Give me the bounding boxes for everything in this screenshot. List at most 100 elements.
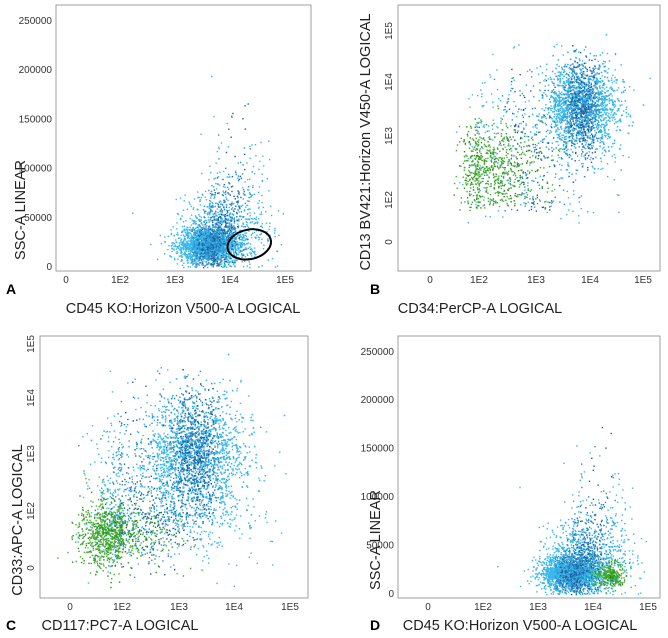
data-point [584, 133, 587, 135]
data-point [239, 238, 242, 241]
data-point [609, 137, 611, 139]
data-point [193, 229, 196, 231]
data-point [611, 95, 613, 97]
data-point [258, 237, 261, 239]
data-point [268, 140, 270, 142]
data-point [235, 230, 237, 232]
data-point [247, 208, 249, 211]
data-point [208, 250, 211, 252]
data-point [269, 205, 272, 207]
data-point [548, 84, 550, 86]
data-point [176, 250, 178, 253]
data-point [562, 54, 564, 56]
data-point [223, 261, 226, 263]
data-point [538, 100, 540, 102]
data-point [625, 111, 627, 114]
data-point [228, 258, 231, 260]
x-axis-label: CD45 KO:Horizon V500-A LOGICAL [66, 301, 301, 317]
data-point [213, 260, 215, 263]
data-point [218, 235, 221, 238]
data-point [199, 200, 201, 202]
data-point [226, 219, 229, 222]
data-point [203, 226, 205, 228]
data-point [234, 265, 236, 268]
data-point [177, 234, 179, 236]
data-point [571, 116, 573, 118]
data-point [172, 244, 174, 246]
data-point [213, 240, 215, 242]
data-point [198, 240, 201, 242]
data-point [259, 213, 261, 216]
data-point [573, 104, 576, 107]
data-point [231, 232, 234, 234]
data-point [203, 227, 205, 229]
data-point [199, 204, 202, 206]
data-point [221, 263, 223, 265]
data-point [564, 115, 566, 117]
data-point [181, 259, 183, 262]
data-point [227, 262, 230, 264]
data-point [579, 140, 581, 142]
data-point [179, 243, 181, 245]
data-point [216, 231, 218, 233]
data-point [132, 212, 134, 214]
data-point [560, 107, 562, 109]
data-point [200, 230, 202, 233]
data-point [216, 202, 219, 205]
data-point [599, 54, 601, 56]
data-point [174, 244, 176, 246]
data-point [544, 122, 546, 124]
data-point [590, 78, 592, 81]
data-point [227, 237, 229, 239]
data-point [266, 231, 268, 233]
data-point [215, 260, 217, 262]
data-point [568, 94, 571, 96]
data-point [205, 247, 207, 250]
data-point [188, 253, 190, 256]
data-point [190, 258, 192, 261]
data-point [219, 250, 222, 252]
data-point [560, 125, 562, 127]
data-point [218, 233, 221, 236]
data-point [191, 219, 193, 221]
data-point [585, 126, 587, 128]
data-point [213, 226, 215, 228]
data-point [211, 249, 214, 252]
data-point [633, 89, 635, 91]
data-point [194, 251, 197, 254]
data-point [207, 212, 209, 214]
data-point [222, 236, 224, 238]
data-point [192, 247, 194, 249]
data-point [173, 249, 175, 251]
data-point [236, 235, 238, 237]
data-point [214, 196, 216, 198]
data-point [226, 186, 229, 189]
data-point [266, 178, 268, 180]
data-point [221, 248, 223, 250]
data-point [212, 205, 214, 207]
data-point [207, 235, 209, 238]
data-point [217, 218, 220, 220]
data-point [199, 232, 202, 235]
data-point [581, 108, 583, 111]
data-point [237, 226, 239, 228]
data-point [570, 117, 572, 120]
data-point [192, 254, 194, 257]
data-point [227, 256, 230, 259]
data-point [225, 247, 227, 249]
data-point [253, 217, 256, 220]
data-point [225, 191, 227, 193]
data-point [213, 194, 215, 196]
data-point [189, 217, 191, 220]
data-point [600, 98, 603, 101]
data-point [610, 77, 613, 79]
data-point [225, 254, 227, 257]
data-point [561, 67, 563, 70]
data-point [234, 228, 237, 230]
data-point [216, 223, 218, 226]
data-point [193, 259, 195, 261]
data-point [192, 243, 194, 245]
data-point [200, 236, 202, 238]
data-point [232, 257, 235, 259]
data-point [177, 247, 180, 249]
